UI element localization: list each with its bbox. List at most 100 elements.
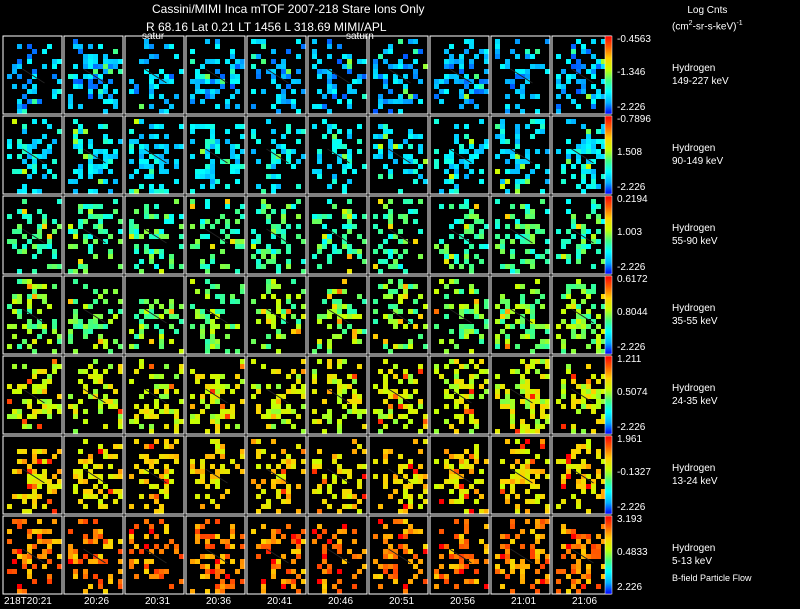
data-pixel bbox=[525, 174, 530, 179]
data-pixel bbox=[327, 54, 332, 59]
data-pixel bbox=[179, 419, 184, 424]
data-pixel bbox=[103, 544, 108, 549]
data-pixel bbox=[164, 219, 169, 224]
data-pixel bbox=[347, 489, 352, 494]
data-pixel bbox=[571, 554, 576, 559]
field-line bbox=[449, 308, 472, 324]
data-pixel bbox=[454, 219, 459, 224]
data-pixel bbox=[571, 49, 576, 54]
data-pixel bbox=[596, 399, 601, 404]
data-pixel bbox=[591, 159, 596, 164]
data-pixel bbox=[32, 189, 37, 194]
data-pixel bbox=[57, 409, 62, 414]
data-pixel bbox=[22, 384, 27, 389]
data-pixel bbox=[83, 569, 88, 574]
data-pixel bbox=[149, 184, 154, 189]
data-pixel bbox=[525, 394, 530, 399]
data-pixel bbox=[347, 374, 352, 379]
data-pixel bbox=[327, 254, 332, 259]
data-pixel bbox=[286, 129, 291, 134]
data-pixel bbox=[337, 44, 342, 49]
data-pixel bbox=[210, 159, 215, 164]
data-pixel bbox=[174, 329, 179, 334]
data-pixel bbox=[98, 399, 103, 404]
data-pixel bbox=[169, 309, 174, 314]
data-pixel bbox=[317, 344, 322, 349]
data-pixel bbox=[169, 44, 174, 49]
data-pixel bbox=[566, 119, 571, 124]
data-pixel bbox=[500, 554, 505, 559]
data-pixel bbox=[566, 469, 571, 474]
data-pixel bbox=[37, 529, 42, 534]
data-pixel bbox=[454, 534, 459, 539]
data-pixel bbox=[530, 549, 535, 554]
data-pixel bbox=[281, 579, 286, 584]
data-pixel bbox=[596, 534, 601, 539]
panel-border bbox=[246, 515, 307, 595]
data-pixel bbox=[545, 414, 550, 419]
data-pixel bbox=[520, 374, 525, 379]
data-pixel bbox=[286, 484, 291, 489]
data-pixel bbox=[530, 234, 535, 239]
data-pixel bbox=[383, 129, 388, 134]
data-pixel bbox=[205, 349, 210, 354]
data-pixel bbox=[479, 84, 484, 89]
data-pixel bbox=[586, 214, 591, 219]
data-pixel bbox=[52, 324, 57, 329]
data-pixel bbox=[352, 79, 357, 84]
panel-border bbox=[2, 515, 63, 595]
data-pixel bbox=[205, 264, 210, 269]
data-pixel bbox=[317, 484, 322, 489]
data-pixel bbox=[525, 469, 530, 474]
data-pixel bbox=[352, 249, 357, 254]
data-pixel bbox=[159, 314, 164, 319]
data-pixel bbox=[17, 309, 22, 314]
data-pixel bbox=[27, 239, 32, 244]
data-pixel bbox=[413, 389, 418, 394]
data-pixel bbox=[332, 289, 337, 294]
data-pixel bbox=[271, 189, 276, 194]
data-pixel bbox=[129, 229, 134, 234]
data-pixel bbox=[7, 384, 12, 389]
data-pixel bbox=[556, 459, 561, 464]
data-pixel bbox=[337, 419, 342, 424]
data-pixel bbox=[200, 124, 205, 129]
data-pixel bbox=[190, 94, 195, 99]
data-pixel bbox=[317, 149, 322, 154]
data-pixel bbox=[347, 399, 352, 404]
panel-border bbox=[124, 275, 185, 355]
data-pixel bbox=[444, 449, 449, 454]
data-pixel bbox=[205, 164, 210, 169]
data-pixel bbox=[42, 294, 47, 299]
data-pixel bbox=[271, 469, 276, 474]
data-pixel bbox=[200, 554, 205, 559]
data-pixel bbox=[276, 559, 281, 564]
data-pixel bbox=[139, 479, 144, 484]
data-pixel bbox=[347, 159, 352, 164]
data-pixel bbox=[220, 579, 225, 584]
data-pixel bbox=[52, 89, 57, 94]
data-pixel bbox=[556, 579, 561, 584]
data-pixel bbox=[556, 504, 561, 509]
field-line bbox=[571, 388, 594, 404]
data-pixel bbox=[398, 344, 403, 349]
data-pixel bbox=[32, 384, 37, 389]
data-pixel bbox=[276, 299, 281, 304]
data-pixel bbox=[7, 569, 12, 574]
colorbar-max-label: 3.193 bbox=[617, 514, 643, 525]
data-pixel bbox=[251, 439, 256, 444]
data-pixel bbox=[479, 229, 484, 234]
data-pixel bbox=[510, 449, 515, 454]
data-pixel bbox=[403, 544, 408, 549]
data-pixel bbox=[403, 374, 408, 379]
data-pixel bbox=[454, 454, 459, 459]
data-pixel bbox=[88, 474, 93, 479]
data-pixel bbox=[205, 219, 210, 224]
data-pixel bbox=[230, 54, 235, 59]
data-pixel bbox=[586, 464, 591, 469]
data-pixel bbox=[93, 169, 98, 174]
data-pixel bbox=[352, 554, 357, 559]
data-pixel bbox=[108, 309, 113, 314]
row-species-label: Hydrogen bbox=[672, 463, 716, 474]
data-pixel bbox=[535, 94, 540, 99]
